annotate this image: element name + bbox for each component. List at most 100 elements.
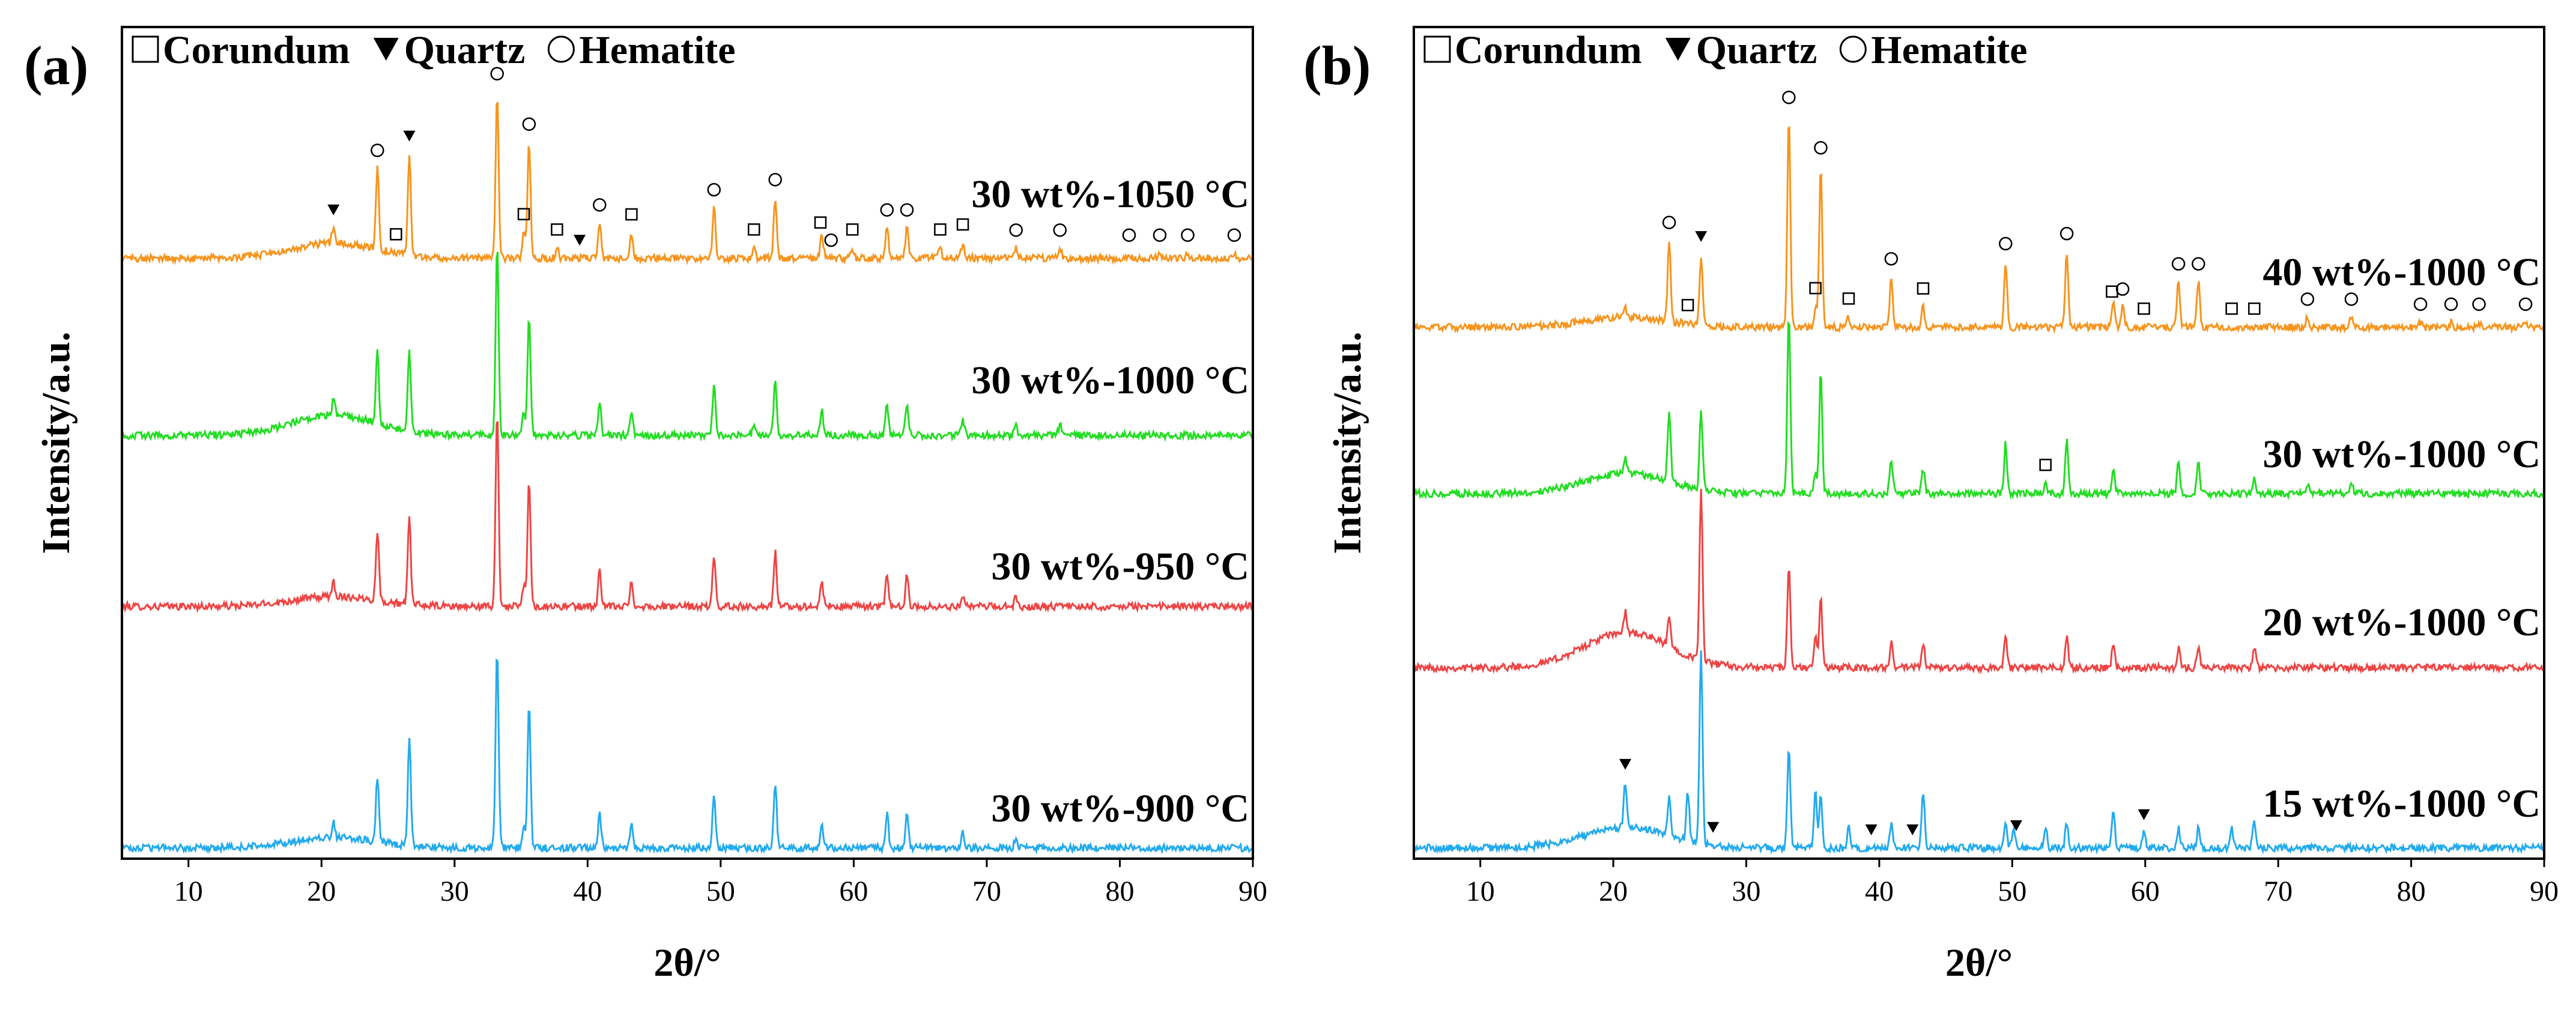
legend-label: Quartz — [1696, 28, 1817, 72]
hematite-marker — [1122, 228, 1136, 242]
hematite-marker — [2300, 292, 2315, 306]
corundum-marker — [517, 208, 530, 220]
series-label: 30 wt%-1000 °C — [2262, 432, 2541, 476]
series-label: 30 wt%-950 °C — [991, 545, 1249, 588]
x-tick-label: 40 — [573, 875, 602, 907]
corundum-marker — [2106, 285, 2118, 298]
panel-label: (a) — [24, 35, 88, 96]
hematite-marker — [2344, 292, 2359, 306]
x-tick-label: 20 — [307, 875, 336, 907]
xrd-pattern-line — [121, 252, 1253, 443]
legend-label: Hematite — [1871, 28, 2027, 72]
legend-item: Corundum — [132, 28, 350, 72]
hematite-marker — [371, 144, 384, 157]
quartz-marker — [574, 235, 586, 246]
x-tick-label: 60 — [2131, 875, 2160, 907]
quartz-marker — [327, 204, 340, 216]
x-tick-label: 60 — [839, 875, 868, 907]
series-label: 40 wt%-1000 °C — [2262, 250, 2541, 294]
hematite-marker — [490, 67, 504, 81]
x-tick-label: 30 — [440, 875, 469, 907]
legend-label: Quartz — [404, 28, 526, 72]
x-tick-label: 70 — [2264, 875, 2293, 907]
x-tick-label: 40 — [1865, 875, 1894, 907]
corundum-marker — [390, 228, 402, 241]
plot-frame — [121, 26, 1254, 860]
corundum-marker — [1917, 282, 1930, 295]
x-tick-label: 10 — [1466, 875, 1495, 907]
corundum-marker — [625, 208, 638, 221]
hematite-legend-icon — [1839, 35, 1867, 63]
xrd-pattern-line — [121, 101, 1253, 265]
corundum-marker — [846, 223, 859, 236]
corundum-legend-icon — [1423, 35, 1451, 63]
x-tick-label: 50 — [706, 875, 735, 907]
quartz-marker — [2138, 809, 2150, 820]
corundum-marker — [814, 216, 827, 229]
hematite-marker — [1884, 252, 1899, 266]
series-label: 30 wt%-1000 °C — [971, 358, 1249, 402]
quartz-marker — [1865, 824, 1877, 835]
hematite-legend-icon — [547, 35, 575, 63]
corundum-marker — [551, 223, 563, 236]
quartz-marker — [1619, 758, 1632, 770]
hematite-marker — [2192, 257, 2205, 271]
hematite-marker — [1181, 228, 1195, 242]
x-tick-label: 30 — [1732, 875, 1761, 907]
x-tick-label: 90 — [1238, 875, 1267, 907]
corundum-marker — [956, 218, 969, 231]
hematite-marker — [2059, 226, 2074, 241]
hematite-marker — [1227, 228, 1241, 242]
corundum-legend-icon — [132, 35, 159, 63]
corundum-marker — [1809, 282, 1822, 295]
quartz-marker — [1695, 231, 1708, 242]
panel-label: (b) — [1303, 35, 1371, 96]
x-tick-label: 80 — [1105, 875, 1134, 907]
legend-label: Hematite — [579, 28, 735, 72]
hematite-marker — [1662, 216, 1676, 229]
hematite-marker — [2171, 257, 2186, 271]
legend-label: Corundum — [163, 28, 350, 72]
x-axis-title: 2θ/° — [1945, 941, 2013, 985]
panel-a-chart: (a) 30 wt%-1050 °C 30 wt%-1000 °C 30 wt%-95… — [24, 26, 1267, 985]
hematite-marker — [1782, 90, 1796, 104]
hematite-marker — [880, 203, 894, 217]
xrd-pattern-line — [1413, 321, 2545, 501]
corundum-marker — [1842, 292, 1855, 305]
plot-frame — [1413, 26, 2545, 860]
hematite-marker — [1009, 223, 1023, 237]
corundum-marker — [934, 223, 947, 236]
x-tick-label: 20 — [1599, 875, 1628, 907]
legend-item: Quartz — [373, 28, 526, 72]
quartz-marker — [403, 130, 416, 142]
corundum-marker — [1681, 298, 1694, 312]
hematite-marker — [2115, 282, 2130, 296]
hematite-marker — [900, 203, 914, 217]
hematite-marker — [707, 183, 721, 197]
hematite-marker — [768, 172, 782, 187]
hematite-marker — [2444, 297, 2458, 311]
legend-item: Corundum — [1423, 28, 1642, 72]
y-axis-title: Intensity/a.u. — [1326, 331, 1369, 554]
x-tick-label: 70 — [972, 875, 1001, 907]
xrd-pattern-line — [1413, 126, 2545, 334]
hematite-marker — [1053, 223, 1067, 237]
quartz-legend-icon — [1665, 38, 1691, 61]
legend-item: Hematite — [547, 28, 736, 72]
quartz-marker — [1906, 824, 1919, 835]
hematite-marker — [1153, 228, 1167, 242]
hematite-marker — [522, 117, 536, 131]
hematite-marker — [2472, 297, 2486, 311]
xrd-pattern-line — [121, 421, 1253, 614]
xrd-pattern-line — [1413, 650, 2545, 855]
series-label: 15 wt%-1000 °C — [2262, 782, 2541, 826]
x-axis-title: 2θ/° — [653, 941, 721, 985]
x-tick-label: 50 — [1998, 875, 2026, 907]
hematite-marker — [1999, 237, 2013, 251]
hematite-marker — [2413, 297, 2428, 311]
hematite-marker — [1814, 141, 1828, 155]
x-tick-label: 80 — [2397, 875, 2426, 907]
series-label: 30 wt%-900 °C — [991, 787, 1249, 830]
legend-item: Quartz — [1665, 28, 1817, 72]
hematite-marker — [2518, 297, 2533, 311]
